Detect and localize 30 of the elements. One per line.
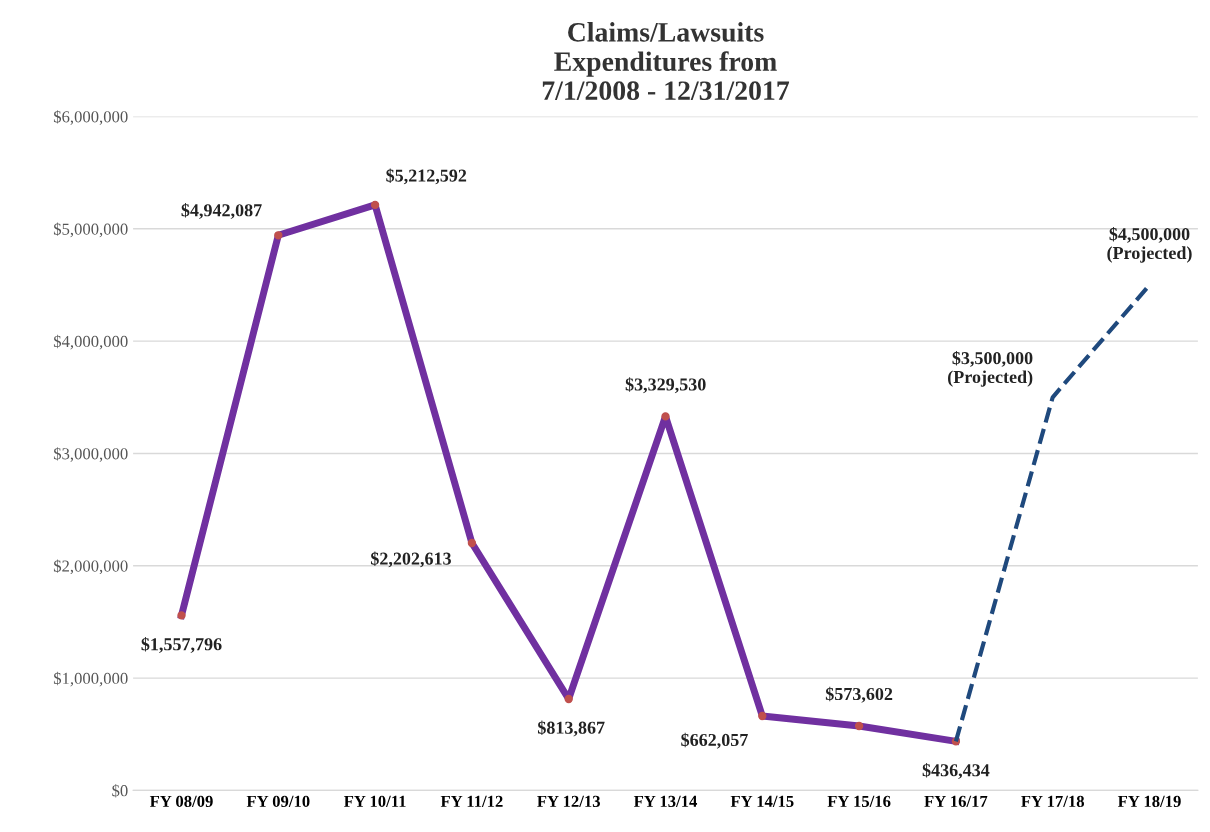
x-tick-label: FY 16/17 xyxy=(924,795,988,807)
data-label: $4,500,000 (Projected) xyxy=(1107,226,1192,263)
chart-title: Claims/Lawsuits Expenditures from 7/1/2008 - 12/31/2017 xyxy=(542,22,790,101)
x-tick-label: FY 11/12 xyxy=(440,795,503,807)
data-label: $662,057 xyxy=(681,732,748,749)
data-label: $3,500,000 (Projected) xyxy=(948,350,1033,387)
data-label: $4,942,087 xyxy=(181,203,262,219)
data-label: $813,867 xyxy=(537,720,605,737)
y-tick-label: $5,000,000 xyxy=(53,222,128,238)
x-tick-label: FY 13/14 xyxy=(633,795,698,807)
data-label: $1,557,796 xyxy=(141,637,222,653)
x-tick-label: FY 12/13 xyxy=(537,795,600,807)
x-tick-label: FY 18/19 xyxy=(1117,795,1181,807)
y-tick-label: $4,000,000 xyxy=(53,334,128,350)
x-tick-label: FY 15/16 xyxy=(827,795,891,807)
y-tick-label: $3,000,000 xyxy=(53,447,128,462)
y-tick-label: $0 xyxy=(112,784,128,798)
data-label: $2,202,613 xyxy=(370,551,451,568)
y-tick-label: $1,000,000 xyxy=(53,671,128,687)
x-tick-label: FY 09/10 xyxy=(246,795,310,807)
x-tick-label: FY 17/18 xyxy=(1021,795,1085,807)
x-tick-label: FY 08/09 xyxy=(149,795,213,807)
x-tick-label: FY 14/15 xyxy=(730,795,794,807)
data-label: $436,434 xyxy=(922,763,990,779)
data-label: $3,329,530 xyxy=(625,377,706,394)
y-tick-label: $6,000,000 xyxy=(53,110,128,125)
data-label: $5,212,592 xyxy=(386,168,467,185)
y-tick-label: $2,000,000 xyxy=(53,559,128,575)
data-label: $573,602 xyxy=(825,686,893,703)
x-tick-label: FY 10/11 xyxy=(343,795,406,807)
